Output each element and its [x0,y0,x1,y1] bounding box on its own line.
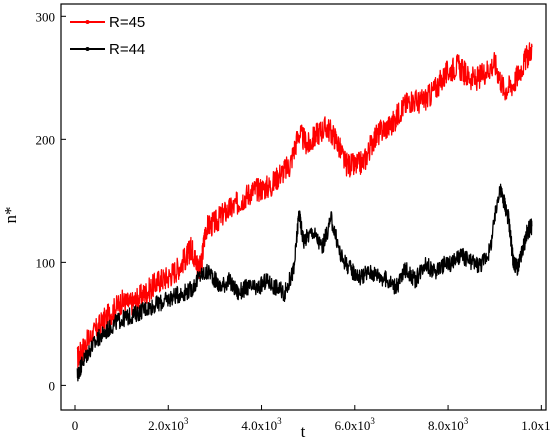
series-line-2 [76,183,533,382]
legend: R=45 R=44 [70,14,145,58]
x-tick-label: 8.0x103 [428,416,469,433]
y-tick-label: 0 [49,378,56,393]
legend-marker-2 [85,47,90,51]
series-layer [76,42,533,382]
legend-label-1: R=45 [109,14,145,31]
y-axis-label: n* [1,207,20,224]
legend-marker-1 [85,20,90,24]
plot-frame [60,3,547,411]
x-tick-label: 2.0x103 [148,416,189,433]
legend-label-2: R=44 [109,41,145,58]
x-axis-ticks: 0 2.0x103 4.0x103 6.0x103 8.0x103 1.0x104 [72,405,550,433]
x-tick-label: 6.0x103 [335,416,376,433]
x-tick-label: 0 [72,418,79,433]
x-axis-label: t [301,422,306,440]
y-tick-label: 200 [36,132,56,147]
x-tick-label: 4.0x103 [241,416,282,433]
series-line-1 [76,42,533,369]
y-tick-label: 100 [36,255,56,270]
y-tick-label: 300 [36,9,56,24]
y-axis-ticks: 0 100 200 300 [36,9,66,393]
x-tick-label: 1.0x104 [521,416,550,433]
